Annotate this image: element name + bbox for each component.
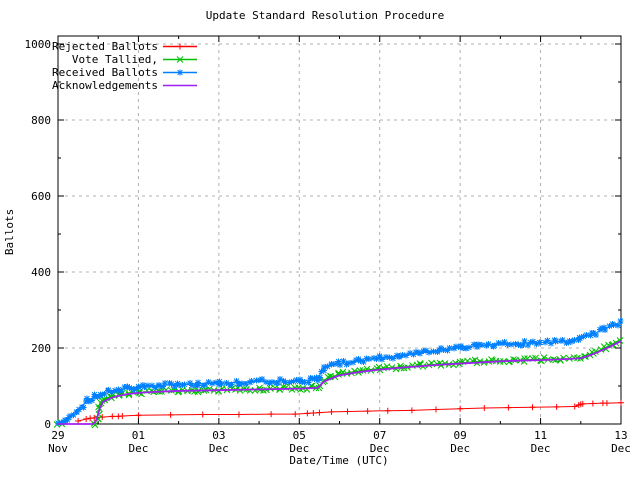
y-tick-label: 600 [31, 190, 51, 203]
axis-tick-labels: 0200400600800100029Nov01Dec03Dec05Dec07D… [25, 38, 631, 455]
legend-label-vote-tallied: Vote Tallied, [72, 53, 158, 66]
legend-sample-marker [176, 56, 184, 63]
x-tick-label-month: Dec [531, 442, 551, 455]
legend: Rejected Ballots Vote Tallied, Received … [52, 40, 197, 92]
y-tick-label: 200 [31, 342, 51, 355]
series-markers-0 [75, 399, 624, 424]
legend-line-samples [163, 43, 197, 87]
y-tick-label: 400 [31, 266, 51, 279]
x-tick-label-month: Dec [370, 442, 390, 455]
x-tick-label-day: 29 [51, 429, 64, 442]
legend-sample-marker [177, 43, 183, 50]
chart-title: Update Standard Resolution Procedure [206, 9, 444, 22]
x-tick-label-month: Dec [611, 442, 631, 455]
y-axis-title: Ballots [3, 209, 16, 255]
data-series [53, 318, 624, 429]
x-tick-label-month: Dec [128, 442, 148, 455]
series-markers-2 [55, 318, 624, 426]
y-tick-label: 800 [31, 114, 51, 127]
x-axis-title: Date/Time (UTC) [289, 454, 388, 467]
x-tick-label-month: Dec [209, 442, 229, 455]
x-tick-label-month: Dec [450, 442, 470, 455]
x-tick-label-month: Dec [289, 442, 309, 455]
x-tick-label-day: 09 [454, 429, 467, 442]
series-line-acknowledgements [58, 340, 622, 425]
legend-label-received-ballots: Received Ballots [52, 66, 158, 79]
y-tick-label: 1000 [25, 38, 52, 51]
x-tick-label-day: 11 [534, 429, 547, 442]
x-tick-label-day: 03 [212, 429, 225, 442]
legend-label-acknowledgements: Acknowledgements [52, 79, 158, 92]
x-tick-label-month: Nov [48, 442, 68, 455]
x-tick-label-day: 13 [614, 429, 627, 442]
y-tick-label: 0 [44, 418, 51, 431]
x-tick-label-day: 05 [293, 429, 306, 442]
x-tick-label-day: 07 [373, 429, 386, 442]
x-tick-label-day: 01 [132, 429, 145, 442]
legend-label-rejected-ballots: Rejected Ballots [52, 40, 158, 53]
legend-sample-marker [177, 69, 183, 76]
series-markers-1 [53, 337, 624, 429]
